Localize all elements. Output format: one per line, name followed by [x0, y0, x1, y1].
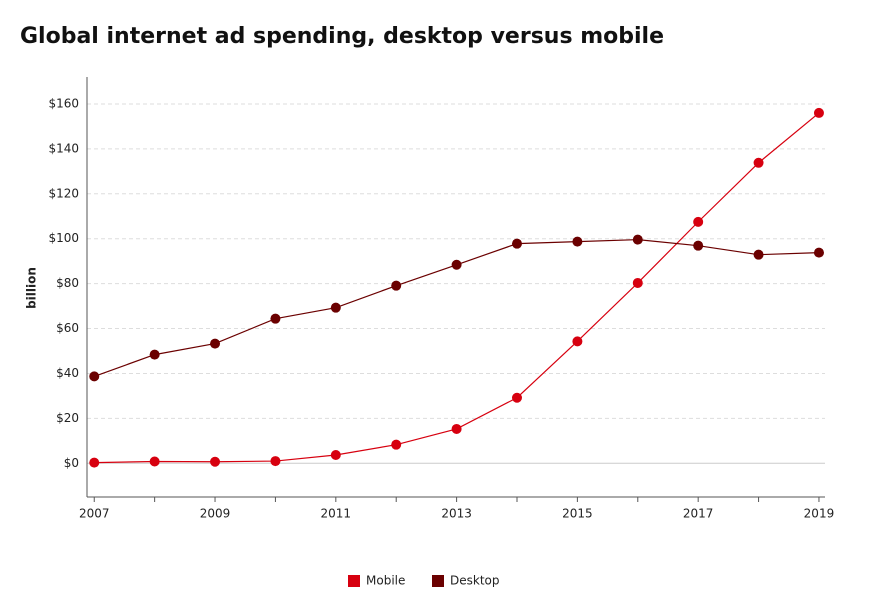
y-tick-label: $160	[48, 96, 79, 110]
data-point	[753, 157, 764, 168]
data-point	[572, 236, 583, 247]
data-point	[330, 302, 341, 313]
data-point	[210, 456, 221, 467]
data-point	[813, 107, 824, 118]
data-point	[572, 336, 583, 347]
data-point	[813, 247, 824, 258]
data-point	[330, 450, 341, 460]
y-axis-label: billion	[25, 267, 39, 309]
data-point	[511, 392, 522, 403]
legend-label: Mobile	[366, 574, 405, 588]
x-tick-label: 2007	[79, 507, 110, 521]
series-line	[94, 112, 820, 464]
data-point	[451, 259, 462, 270]
data-point	[89, 457, 100, 468]
x-tick-label: 2011	[321, 507, 352, 521]
y-tick-label: $140	[48, 141, 79, 155]
data-point	[89, 371, 100, 382]
data-point	[270, 313, 281, 324]
data-point	[391, 439, 402, 450]
y-tick-label: $120	[48, 186, 79, 200]
data-point	[632, 234, 643, 245]
legend-label: Desktop	[450, 574, 500, 588]
y-tick-label: $100	[48, 231, 79, 245]
data-point	[632, 277, 643, 288]
data-point	[149, 456, 160, 467]
chart-title: Global internet ad spending, desktop ver…	[20, 24, 664, 49]
x-tick-label: 2009	[200, 507, 231, 521]
y-tick-label: $60	[56, 321, 79, 335]
y-tick-label: $80	[56, 276, 79, 290]
data-point	[753, 249, 764, 260]
x-tick-label: 2019	[804, 507, 835, 521]
x-tick-label: 2013	[441, 507, 472, 521]
data-point	[511, 238, 522, 249]
data-point	[270, 456, 281, 467]
y-tick-label: $20	[56, 411, 79, 425]
data-point	[391, 280, 402, 291]
data-point	[149, 349, 160, 360]
y-tick-label: $0	[64, 456, 79, 470]
data-point	[693, 216, 704, 227]
legend-swatch	[432, 575, 444, 587]
legend-swatch	[348, 575, 360, 587]
y-tick-label: $40	[56, 366, 79, 380]
data-point	[210, 338, 221, 349]
x-tick-label: 2015	[562, 507, 593, 521]
data-point	[451, 423, 462, 434]
data-point	[693, 240, 704, 251]
x-tick-label: 2017	[683, 507, 714, 521]
